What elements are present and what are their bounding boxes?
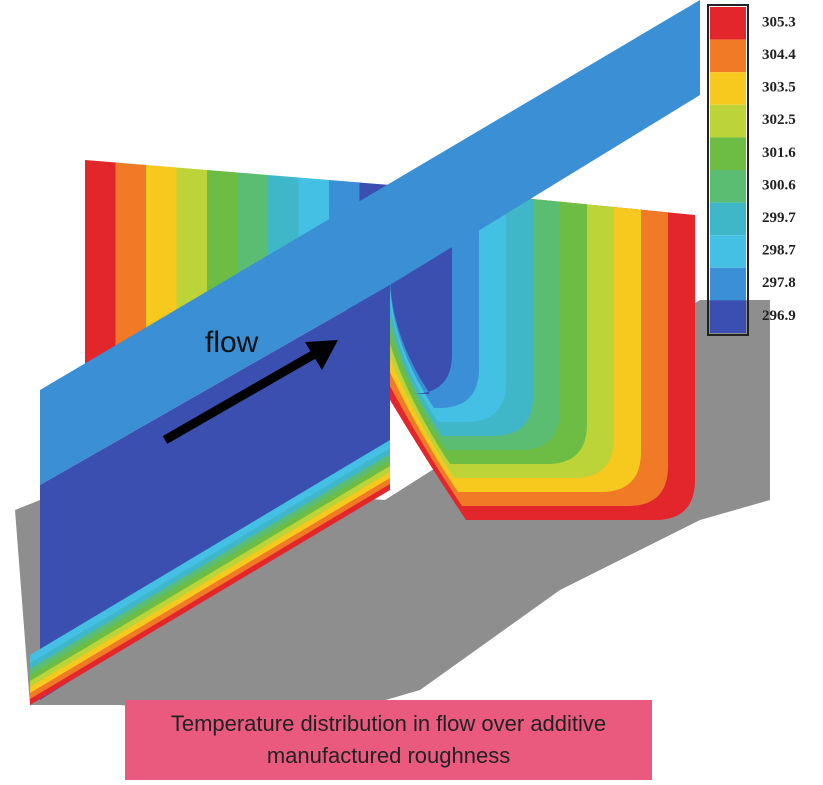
- level-label: 299.7: [762, 210, 796, 226]
- color-swatch: [710, 203, 746, 236]
- color-swatch: [710, 40, 746, 73]
- color-swatch: [710, 170, 746, 203]
- color-swatch: [710, 105, 746, 138]
- color-swatch: [710, 72, 746, 105]
- level-label: 296.9: [762, 308, 796, 324]
- level-label: 298.7: [762, 243, 796, 259]
- level-label: 303.5: [762, 80, 796, 96]
- color-swatch: [710, 7, 746, 40]
- color-swatch: [710, 268, 746, 301]
- caption: Temperature distribution in flow over ad…: [125, 700, 652, 780]
- figure: flow 305.3 304.4 303.5 302.5 301.6 300.6 299.7…: [0, 0, 823, 785]
- level-label: 304.4: [762, 47, 796, 63]
- wall-band: [85, 160, 116, 370]
- level-label: 302.5: [762, 112, 796, 128]
- color-swatch: [710, 235, 746, 268]
- level-label: 300.6: [762, 177, 796, 193]
- color-swatch: [710, 137, 746, 170]
- scene: flow 305.3 304.4 303.5 302.5 301.6 300.6 299.7…: [0, 0, 823, 785]
- flow-label: flow: [205, 326, 259, 359]
- level-label: 297.8: [762, 275, 796, 291]
- level-label: 305.3: [762, 14, 796, 30]
- level-label: 301.6: [762, 145, 796, 161]
- color-swatch: [710, 300, 746, 333]
- colorbar: 305.3 304.4 303.5 302.5 301.6 300.6 299.7 298.7…: [710, 7, 796, 333]
